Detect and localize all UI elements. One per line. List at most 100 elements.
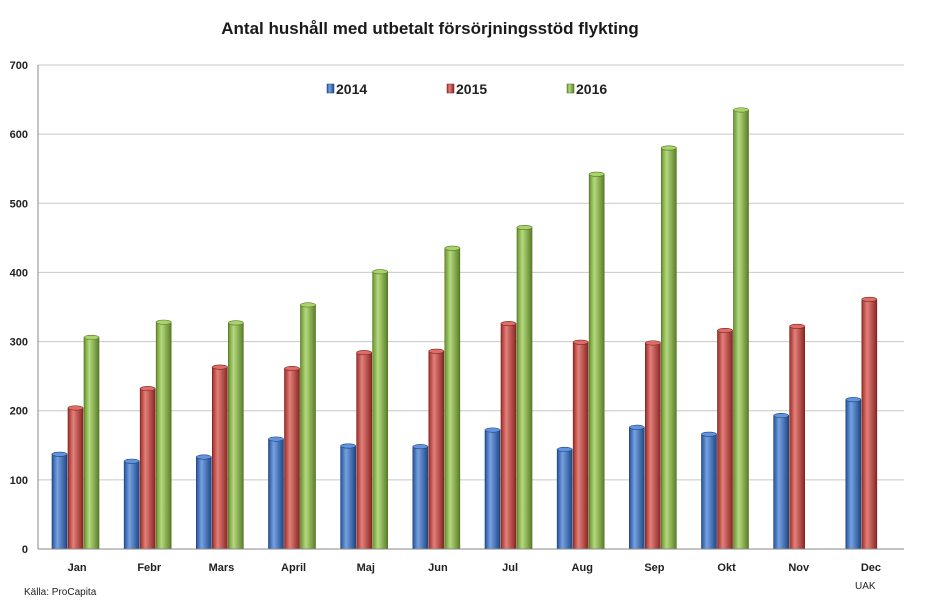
bar-cap-2015-Maj bbox=[356, 350, 372, 356]
bar-2016-Jun bbox=[444, 247, 461, 550]
x-tick-label: Mars bbox=[209, 562, 235, 574]
bar-2016-Aug bbox=[588, 173, 605, 550]
bar-2015-Jul bbox=[500, 323, 517, 550]
bar-2014-Aug bbox=[556, 449, 573, 550]
bar-cap-2015-Sep bbox=[645, 340, 661, 346]
bar-cap-2016-Jan bbox=[83, 334, 100, 340]
bar-cap-2015-Jan bbox=[67, 405, 84, 411]
bar-cap-2014-Nov bbox=[773, 413, 789, 419]
x-tick-label: Aug bbox=[572, 562, 593, 574]
bar-2015-Febr bbox=[139, 388, 156, 550]
bar-cap-2016-April bbox=[300, 302, 316, 308]
x-tick-label: Sep bbox=[644, 562, 664, 574]
y-tick-label: 700 bbox=[10, 60, 28, 72]
source-note: Källa: ProCapita bbox=[24, 587, 97, 598]
bar-cap-2014-Dec bbox=[845, 397, 862, 403]
x-axis: Jan Febr Mars April Maj Jun Jul Aug Sep Okt Nov Dec bbox=[38, 548, 904, 574]
bar-2014-Sep bbox=[629, 427, 645, 550]
legend-swatch-2014 bbox=[326, 83, 335, 94]
bar-2014-Mars bbox=[196, 456, 212, 550]
x-tick-label: Dec bbox=[861, 562, 881, 574]
bar-2014-Febr bbox=[123, 460, 140, 550]
bar-cap-2014-Okt bbox=[701, 431, 717, 437]
bar-2014-Nov bbox=[773, 415, 789, 550]
bar-2015-Sep bbox=[645, 342, 661, 550]
bar-2016-Febr bbox=[155, 321, 172, 550]
bar-cap-2015-Febr bbox=[139, 386, 156, 392]
bar-cap-2014-Aug bbox=[556, 446, 573, 452]
bar-cap-2015-Jun bbox=[428, 348, 445, 354]
bar-2014-April bbox=[268, 438, 284, 550]
bar-cap-2015-Aug bbox=[572, 339, 589, 345]
bar-2016-Sep bbox=[661, 147, 677, 550]
bar-2015-Jan bbox=[67, 407, 84, 550]
bar-cap-2014-April bbox=[268, 436, 284, 442]
bar-2015-Nov bbox=[789, 326, 805, 550]
y-tick-label: 500 bbox=[10, 198, 28, 210]
bar-2014-Dec bbox=[845, 399, 862, 550]
bar-cap-2015-Mars bbox=[212, 364, 228, 370]
bar-2016-Mars bbox=[228, 322, 244, 550]
legend-swatch-2015 bbox=[446, 83, 455, 94]
bar-2016-Jul bbox=[516, 227, 533, 550]
bar-cap-2015-Jul bbox=[500, 321, 517, 327]
x-tick-label: Jul bbox=[502, 562, 518, 574]
bar-2015-Maj bbox=[356, 352, 372, 550]
x-tick-label: Febr bbox=[137, 562, 162, 574]
bar-cap-2014-Sep bbox=[629, 424, 645, 430]
bar-2016-Maj bbox=[372, 271, 388, 550]
x-tick-label: Jan bbox=[68, 562, 87, 574]
bar-2014-Jul bbox=[484, 429, 501, 550]
y-tick-label: 0 bbox=[22, 544, 28, 556]
legend: 2014 2015 2016 bbox=[326, 81, 607, 97]
x-tick-label: Jun bbox=[428, 562, 448, 574]
bar-cap-2016-Jul bbox=[516, 224, 533, 230]
y-tick-label: 100 bbox=[10, 475, 28, 487]
bar-2015-April bbox=[284, 368, 300, 550]
bar-cap-2016-Mars bbox=[228, 320, 244, 326]
legend-label-2016: 2016 bbox=[576, 81, 607, 97]
bar-cap-2014-Febr bbox=[123, 458, 140, 464]
bar-2016-Okt bbox=[733, 109, 749, 550]
bar-cap-2016-Okt bbox=[733, 107, 749, 113]
bar-2014-Okt bbox=[701, 433, 717, 550]
bar-cap-2016-Jun bbox=[444, 245, 461, 251]
corner-note: UAK bbox=[855, 581, 876, 592]
bars bbox=[51, 107, 878, 550]
bar-2014-Jan bbox=[51, 453, 68, 550]
y-tick-label: 300 bbox=[10, 337, 28, 349]
bar-2014-Jun bbox=[412, 446, 429, 550]
bar-cap-2014-Jul bbox=[484, 427, 501, 433]
bar-cap-2014-Jan bbox=[51, 451, 68, 457]
legend-label-2014: 2014 bbox=[336, 81, 367, 97]
y-tick-label: 200 bbox=[10, 406, 28, 418]
x-tick-label: April bbox=[281, 562, 306, 574]
bar-cap-2016-Aug bbox=[588, 171, 605, 177]
bar-2016-April bbox=[300, 304, 316, 550]
legend-label-2015: 2015 bbox=[456, 81, 487, 97]
chart-title: Antal hushåll med utbetalt försörjningss… bbox=[221, 19, 639, 38]
bar-2015-Okt bbox=[717, 330, 733, 550]
bar-2015-Aug bbox=[572, 341, 589, 550]
bar-cap-2014-Jun bbox=[412, 444, 429, 450]
bar-cap-2015-Nov bbox=[789, 323, 805, 329]
bar-cap-2016-Febr bbox=[155, 319, 172, 325]
bar-2015-Mars bbox=[212, 366, 228, 550]
bar-2015-Jun bbox=[428, 350, 445, 550]
bar-cap-2016-Maj bbox=[372, 269, 388, 275]
legend-swatch-2016 bbox=[566, 83, 575, 94]
bar-2015-Dec bbox=[861, 299, 878, 550]
bar-cap-2015-Okt bbox=[717, 328, 733, 334]
bar-2016-Jan bbox=[83, 337, 100, 550]
y-tick-label: 400 bbox=[10, 267, 28, 279]
bar-cap-2014-Maj bbox=[340, 443, 356, 449]
bar-cap-2015-April bbox=[284, 366, 300, 372]
x-tick-label: Okt bbox=[717, 562, 736, 574]
bar-cap-2015-Dec bbox=[861, 296, 878, 302]
y-axis: 0 100 200 300 400 500 600 700 bbox=[10, 60, 39, 556]
bar-cap-2016-Sep bbox=[661, 145, 677, 151]
bar-2014-Maj bbox=[340, 445, 356, 550]
bar-cap-2014-Mars bbox=[196, 454, 212, 460]
y-tick-label: 600 bbox=[10, 129, 28, 141]
